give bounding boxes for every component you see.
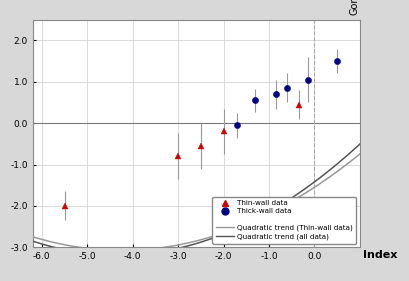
Text: Gompit: Gompit bbox=[350, 0, 360, 15]
Legend: Thin-wall data, Thick-wall data, , Quadratic trend (Thin-wall data), Quadratic t: Thin-wall data, Thick-wall data, , Quadr… bbox=[212, 196, 356, 244]
Text: Index: Index bbox=[363, 250, 398, 260]
